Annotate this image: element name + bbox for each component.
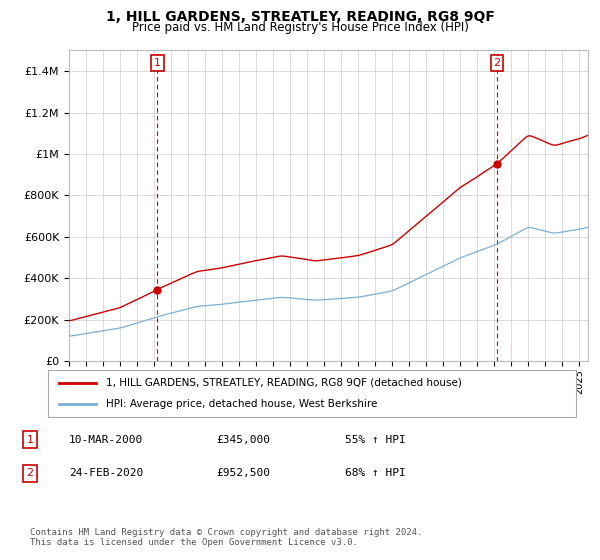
Text: 24-FEB-2020: 24-FEB-2020	[69, 468, 143, 478]
Text: 55% ↑ HPI: 55% ↑ HPI	[345, 435, 406, 445]
Text: 2: 2	[493, 58, 500, 68]
Text: 1: 1	[154, 58, 161, 68]
Text: Price paid vs. HM Land Registry's House Price Index (HPI): Price paid vs. HM Land Registry's House …	[131, 21, 469, 34]
Text: 1: 1	[26, 435, 34, 445]
Text: 2: 2	[26, 468, 34, 478]
Text: £345,000: £345,000	[216, 435, 270, 445]
Text: 1, HILL GARDENS, STREATLEY, READING, RG8 9QF: 1, HILL GARDENS, STREATLEY, READING, RG8…	[106, 10, 494, 24]
Text: £952,500: £952,500	[216, 468, 270, 478]
Text: 68% ↑ HPI: 68% ↑ HPI	[345, 468, 406, 478]
Text: HPI: Average price, detached house, West Berkshire: HPI: Average price, detached house, West…	[106, 399, 377, 409]
Text: 10-MAR-2000: 10-MAR-2000	[69, 435, 143, 445]
Text: 1, HILL GARDENS, STREATLEY, READING, RG8 9QF (detached house): 1, HILL GARDENS, STREATLEY, READING, RG8…	[106, 378, 462, 388]
Text: Contains HM Land Registry data © Crown copyright and database right 2024.
This d: Contains HM Land Registry data © Crown c…	[30, 528, 422, 547]
